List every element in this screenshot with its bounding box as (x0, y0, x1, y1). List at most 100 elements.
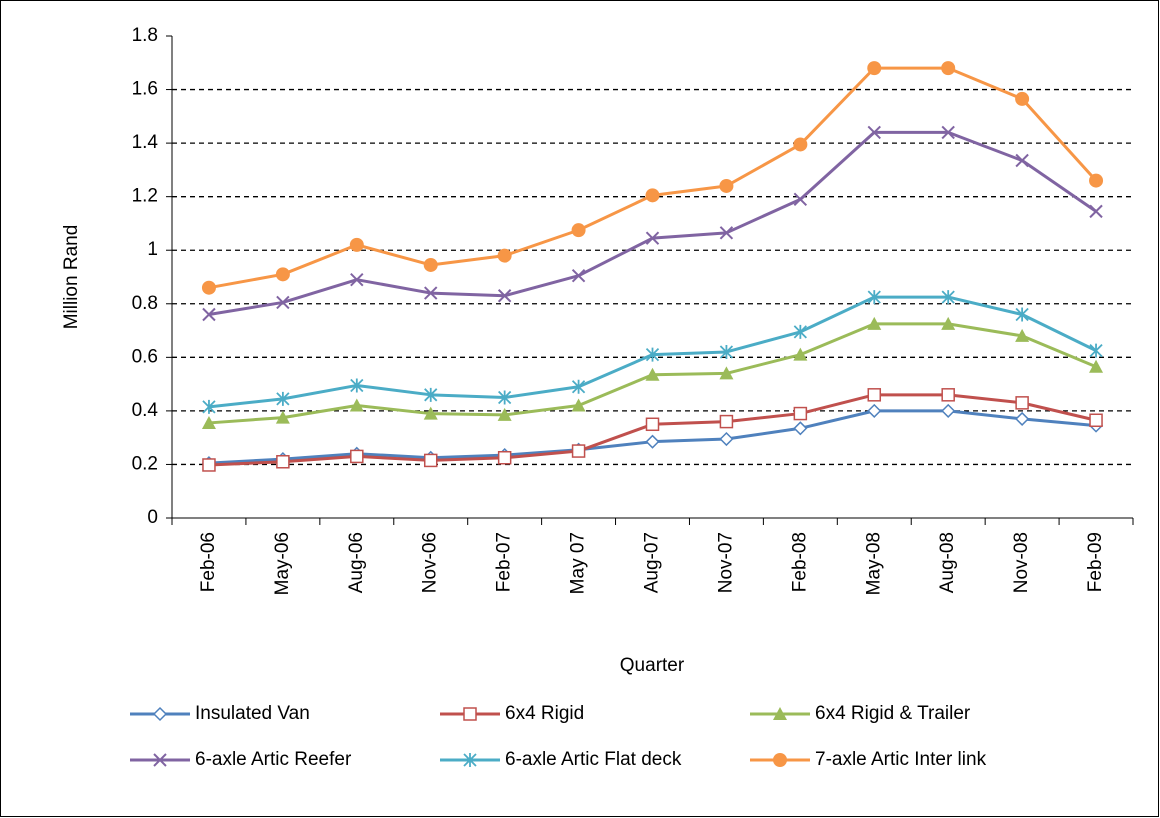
marker (941, 125, 955, 140)
marker (941, 61, 956, 76)
marker (793, 192, 808, 207)
marker (571, 398, 586, 412)
y-tick-label: 1.6 (132, 79, 158, 100)
legend-marker (153, 753, 167, 767)
x-axis-title: Quarter (620, 655, 685, 676)
marker (645, 347, 660, 362)
marker (350, 449, 364, 464)
marker (793, 406, 808, 421)
series-line (208, 66, 1098, 290)
marker (202, 399, 216, 414)
y-tick-label: 0.4 (132, 400, 159, 421)
marker (275, 410, 290, 424)
y-tick-label: 0 (147, 507, 158, 528)
marker (1015, 91, 1030, 106)
marker (645, 434, 660, 449)
marker (275, 267, 290, 282)
marker (719, 431, 734, 447)
legend-label: Insulated Van (195, 703, 310, 724)
marker (497, 248, 512, 263)
marker (793, 324, 807, 339)
marker (1015, 307, 1029, 322)
marker (941, 388, 955, 402)
marker (201, 280, 216, 295)
marker (719, 178, 734, 193)
marker (867, 403, 882, 418)
marker (571, 223, 586, 238)
marker (1089, 413, 1103, 428)
x-tick-label: Nov-07 (715, 532, 736, 593)
marker (867, 388, 882, 402)
marker (276, 455, 290, 469)
y-axis-title: Million Rand (61, 225, 82, 330)
marker (276, 391, 290, 406)
legend-label: 7-axle Artic Inter link (815, 749, 987, 770)
marker (571, 444, 586, 458)
marker (1015, 396, 1029, 410)
marker (424, 286, 438, 300)
marker (941, 316, 956, 330)
marker (1015, 153, 1029, 168)
marker (201, 415, 216, 429)
legend-marker (152, 706, 168, 722)
marker (719, 414, 734, 429)
marker (793, 137, 808, 152)
series-line (208, 130, 1097, 316)
y-tick-label: 0.6 (132, 346, 158, 367)
marker (497, 289, 512, 303)
marker (1089, 343, 1103, 358)
marker (941, 290, 955, 305)
legend-label: 6x4 Rigid (505, 703, 584, 724)
marker (1089, 204, 1103, 219)
marker (350, 272, 364, 287)
marker (571, 268, 586, 283)
x-tick-label: May-08 (863, 532, 884, 595)
legend-label: 6-axle Artic Reefer (195, 749, 352, 770)
marker (1089, 359, 1104, 373)
marker (202, 458, 216, 472)
y-tick-label: 0.2 (132, 453, 158, 474)
legend-marker (773, 707, 787, 720)
marker (202, 307, 216, 322)
marker (423, 257, 438, 272)
marker (423, 453, 438, 468)
x-tick-label: Nov-06 (420, 532, 441, 593)
marker (1015, 328, 1030, 342)
y-tick-label: 1.8 (132, 25, 158, 46)
marker (867, 290, 881, 305)
marker (497, 451, 512, 465)
marker (350, 378, 364, 393)
marker (719, 226, 734, 240)
marker (498, 390, 512, 405)
marker (867, 125, 881, 140)
legend-label: 6x4 Rigid & Trailer (815, 703, 971, 724)
marker (793, 421, 808, 436)
x-tick-label: Feb-06 (198, 532, 219, 592)
marker (867, 61, 882, 76)
x-tick-label: Nov-08 (1011, 532, 1032, 593)
x-tick-label: May 07 (568, 532, 589, 594)
x-tick-label: Aug-06 (346, 532, 367, 593)
marker (867, 316, 882, 330)
marker (276, 295, 290, 310)
marker (645, 417, 660, 432)
x-tick-label: Aug-07 (642, 532, 663, 593)
marker (423, 406, 438, 420)
x-tick-label: Aug-08 (937, 532, 958, 593)
marker (349, 237, 364, 252)
marker (1089, 173, 1104, 188)
marker (645, 188, 660, 203)
x-tick-label: May-06 (272, 532, 293, 595)
legend-label: 6-axle Artic Flat deck (505, 749, 682, 770)
marker (645, 367, 660, 381)
marker (571, 379, 586, 394)
legend-marker (773, 753, 787, 767)
marker (941, 403, 956, 418)
marker (793, 347, 808, 361)
y-tick-label: 0.8 (132, 293, 158, 314)
y-tick-label: 1.4 (132, 132, 159, 153)
y-tick-label: 1 (147, 239, 158, 260)
marker (349, 398, 364, 412)
